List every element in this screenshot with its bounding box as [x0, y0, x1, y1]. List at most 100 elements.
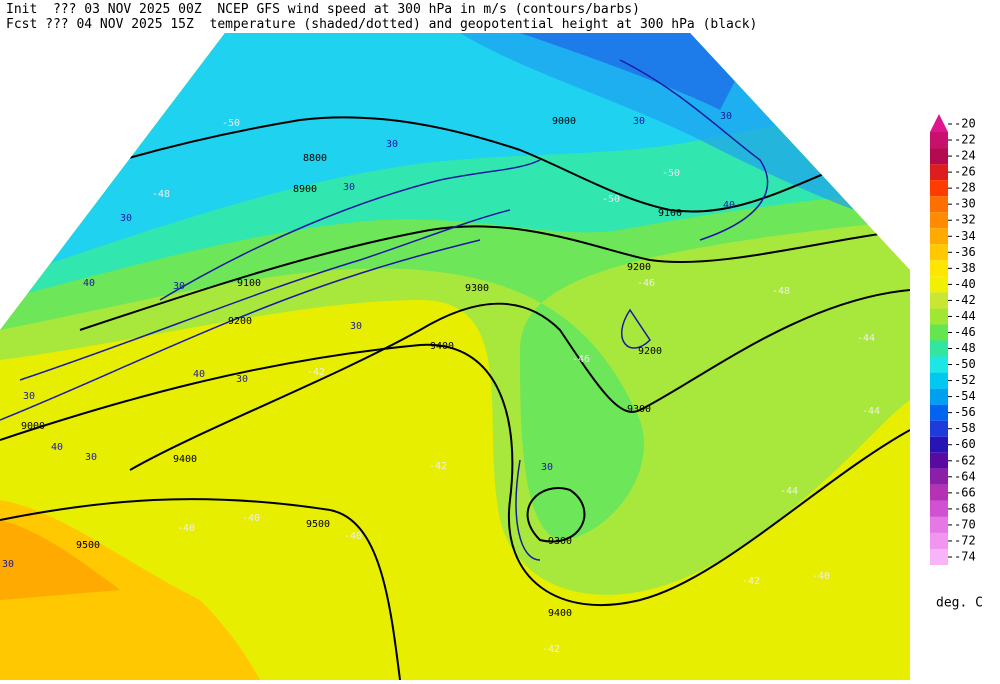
colorbar-label: -50: [954, 357, 976, 371]
colorbar-box: [930, 436, 948, 453]
temperature-label: -44: [780, 486, 798, 497]
header-line: Fcst ??? 04 NOV 2025 15Z temperature (sh…: [6, 17, 757, 32]
colorbar-label: -36: [954, 245, 976, 259]
temperature-label: -48: [772, 286, 790, 297]
height-label: 9500: [306, 519, 330, 530]
colorbar-box: [930, 500, 948, 517]
wind-label: 30: [85, 452, 97, 463]
temperature-label: -40: [177, 523, 195, 534]
wind-label: 30: [633, 116, 645, 127]
colorbar-box: [930, 132, 948, 149]
colorbar-label: -30: [954, 197, 976, 211]
colorbar-label: -40: [954, 277, 976, 291]
colorbar-label: -32: [954, 213, 976, 227]
colorbar-box: [930, 548, 948, 566]
colorbar-label: -62: [954, 453, 976, 467]
height-label: 9200: [228, 316, 252, 327]
colorbar-label: -20: [954, 117, 976, 131]
wind-label: 30: [541, 462, 553, 473]
colorbar-box: [930, 228, 948, 245]
colorbar-box: [930, 532, 948, 549]
height-label: 9400: [430, 341, 454, 352]
height-label: 9100: [658, 208, 682, 219]
colorbar-label: -58: [954, 421, 976, 435]
colorbar-box: [930, 468, 948, 485]
colorbar-label: -22: [954, 133, 976, 147]
colorbar-box: [930, 516, 948, 533]
colorbar-box: [930, 244, 948, 261]
colorbar-box: [930, 388, 948, 405]
colorbar-label: -46: [954, 325, 976, 339]
colorbar-box: [930, 148, 948, 165]
colorbar-label: -72: [954, 533, 976, 547]
temperature-label: -46: [637, 278, 655, 289]
height-label: 9300: [548, 536, 572, 547]
temperature-label: -42: [542, 644, 560, 655]
colorbar-box: [930, 404, 948, 421]
header-line: Init ??? 03 NOV 2025 00Z NCEP GFS wind s…: [6, 2, 640, 17]
temperature-label: -42: [742, 576, 760, 587]
colorbar-label: -42: [954, 293, 976, 307]
colorbar-label: -24: [954, 149, 976, 163]
height-label: 9100: [237, 278, 261, 289]
height-label: 9000: [21, 421, 45, 432]
temperature-label: -40: [344, 531, 362, 542]
temperature-label: -46: [572, 354, 590, 365]
colorbar-label: -64: [954, 469, 976, 483]
colorbar-label: -56: [954, 405, 976, 419]
colorbar-label: -60: [954, 437, 976, 451]
temperature-label: -44: [857, 333, 875, 344]
wind-label: 40: [193, 369, 205, 380]
colorbar-box: [930, 484, 948, 501]
colorbar-box: [930, 164, 948, 181]
colorbar-label: -34: [954, 229, 976, 243]
temperature-label: -50: [662, 168, 680, 179]
colorbar-box: [930, 452, 948, 469]
wind-label: 40: [83, 278, 95, 289]
colorbar-box: [930, 356, 948, 373]
colorbar-box: [930, 292, 948, 309]
colorbar-label: -48: [954, 341, 976, 355]
wind-label: 30: [236, 374, 248, 385]
colorbar-box: [930, 308, 948, 325]
colorbar-label: -28: [954, 181, 976, 195]
temperature-labels: -40 -40 -40 -42 -42 -42 -42 -40 -44 -44 …: [152, 118, 880, 655]
temperature-label: -42: [429, 461, 447, 472]
colorbar-label: -52: [954, 373, 976, 387]
height-label: 9200: [627, 262, 651, 273]
colorbar-label: -68: [954, 501, 976, 515]
colorbar-box: [930, 420, 948, 437]
temperature-label: -44: [862, 406, 880, 417]
temperature-label: -40: [242, 513, 260, 524]
wind-label: 30: [173, 281, 185, 292]
temperature-label: -50: [222, 118, 240, 129]
wind-label: 40: [723, 200, 735, 211]
map: [0, 33, 910, 680]
temperature-label: -48: [152, 189, 170, 200]
wind-label: 30: [386, 139, 398, 150]
height-label: 9400: [548, 608, 572, 619]
height-label: 9300: [465, 283, 489, 294]
colorbar-label: -70: [954, 517, 976, 531]
colorbar-box: [930, 180, 948, 197]
wind-label: 30: [350, 321, 362, 332]
colorbar-label: -38: [954, 261, 976, 275]
height-label: 8800: [303, 153, 327, 164]
wind-label: 30: [720, 111, 732, 122]
colorbar-label: -54: [954, 389, 976, 403]
height-label: 9000: [552, 116, 576, 127]
colorbar-label: -44: [954, 309, 976, 323]
wind-label: 30: [343, 182, 355, 193]
height-label: 9500: [76, 540, 100, 551]
wind-label: 30: [23, 391, 35, 402]
colorbar-box: [930, 276, 948, 293]
colorbar-unit: deg. C: [936, 596, 983, 611]
colorbar-box: [930, 324, 948, 341]
colorbar-cap: [930, 114, 948, 133]
temperature-label: -42: [307, 367, 325, 378]
temperature-label: -40: [812, 571, 830, 582]
colorbar-box: [930, 340, 948, 357]
colorbar-label: -74: [954, 550, 976, 564]
height-label: 9300: [627, 404, 651, 415]
